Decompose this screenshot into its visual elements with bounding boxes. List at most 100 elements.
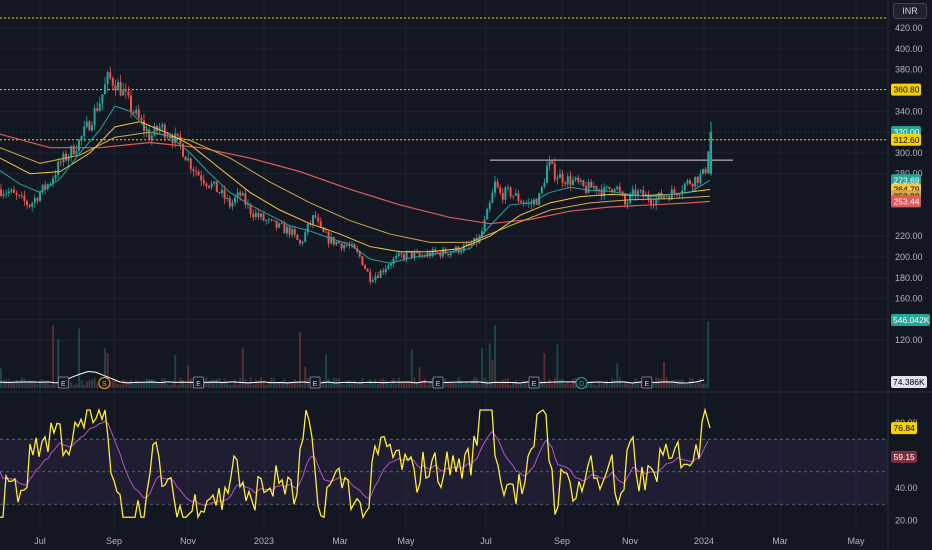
candle-body — [104, 84, 106, 95]
volume-bar — [114, 380, 117, 388]
candle-body — [608, 186, 611, 190]
y-tick-label: 160.00 — [895, 294, 923, 304]
volume-badge-label: 546.042K — [893, 315, 930, 325]
y-tick-label: 220.00 — [895, 231, 923, 241]
volume-bar — [410, 349, 413, 388]
candle-body — [668, 195, 671, 200]
candle-body — [449, 252, 452, 256]
volume-bar — [405, 381, 408, 388]
candle-body — [520, 200, 522, 203]
volume-bar — [252, 384, 255, 388]
candle-body — [343, 245, 346, 249]
volume-bar — [618, 377, 621, 388]
candle-body — [283, 223, 286, 234]
candle-body — [655, 198, 658, 206]
candle-body — [553, 163, 556, 180]
candle-body — [213, 181, 216, 184]
candle-body — [75, 150, 78, 155]
volume-bar — [96, 383, 99, 388]
volume-bar — [41, 379, 44, 388]
volume-bar — [462, 384, 465, 388]
y-tick-label: 200.00 — [895, 252, 923, 262]
volume-bar — [348, 379, 351, 388]
candle-body — [345, 245, 348, 246]
candle-body — [91, 125, 93, 131]
price-badge — [891, 174, 921, 187]
volume-bar — [132, 383, 135, 388]
volume-bar — [208, 380, 210, 388]
volume-bar — [2, 379, 5, 388]
volume-bar — [254, 379, 257, 388]
volume-bar — [293, 379, 296, 388]
volume-bar — [322, 380, 325, 388]
candle-body — [93, 108, 96, 126]
candle-body — [163, 124, 166, 138]
candle-body — [265, 220, 268, 222]
candle-body — [403, 254, 405, 259]
candle-body — [176, 133, 179, 136]
y-tick-label: 400.00 — [895, 44, 923, 54]
candle-body — [288, 226, 291, 235]
candle-body — [85, 121, 88, 127]
candle-body — [400, 253, 403, 255]
volume-bar — [676, 379, 678, 388]
volume-bar — [148, 379, 151, 388]
volume-bar — [15, 379, 18, 388]
candle-body — [135, 109, 138, 114]
candle-body — [267, 219, 270, 221]
volume-bar — [566, 382, 569, 388]
currency-button[interactable]: INR — [893, 3, 927, 19]
volume-bar — [512, 381, 515, 388]
candle-body — [691, 183, 694, 187]
volume-bar — [57, 339, 60, 388]
candle-body — [124, 89, 127, 92]
candle-body — [273, 220, 275, 221]
volume-bar — [49, 384, 52, 388]
candle-body — [117, 82, 119, 91]
candle-body — [631, 189, 634, 195]
candle-body — [130, 95, 132, 112]
volume-bar — [127, 381, 130, 388]
rsi-pane — [0, 407, 888, 520]
volume-bar — [231, 384, 234, 388]
volume-bar — [273, 378, 275, 388]
volume-bar — [429, 382, 431, 388]
candle-body — [161, 124, 164, 127]
candle-body — [540, 187, 543, 194]
candle-body — [195, 170, 197, 172]
volume-bar — [161, 378, 164, 388]
volume-bar — [241, 347, 244, 388]
volume-bar — [5, 379, 8, 388]
volume-bar — [629, 384, 632, 388]
volume-bar — [213, 379, 216, 388]
volume-bar — [540, 380, 543, 388]
volume-bar — [39, 380, 41, 388]
candle-body — [590, 182, 593, 188]
candle-body — [26, 201, 28, 205]
candle-body — [569, 176, 572, 185]
volume-bar — [10, 381, 13, 388]
candle-body — [387, 265, 390, 269]
volume-bar — [452, 382, 455, 388]
volume-bar — [509, 384, 512, 388]
candle-body — [293, 229, 296, 235]
candle-body — [678, 194, 681, 196]
candle-body — [5, 193, 8, 195]
rsi-tick-label: 20.00 — [895, 516, 918, 526]
volume-bar — [351, 382, 353, 388]
candle-body — [423, 255, 426, 257]
volume-bar — [143, 381, 145, 388]
volume-bar — [169, 384, 171, 388]
volume-bar — [325, 354, 327, 388]
volume-bar — [280, 381, 283, 388]
volume-bar — [504, 378, 507, 388]
volume-bar — [345, 380, 348, 388]
candle-body — [18, 195, 21, 196]
volume-bar — [140, 382, 143, 388]
candle-body — [559, 173, 561, 178]
candle-body — [616, 186, 619, 190]
volume-bar — [124, 380, 127, 388]
volume-bar — [176, 384, 179, 388]
